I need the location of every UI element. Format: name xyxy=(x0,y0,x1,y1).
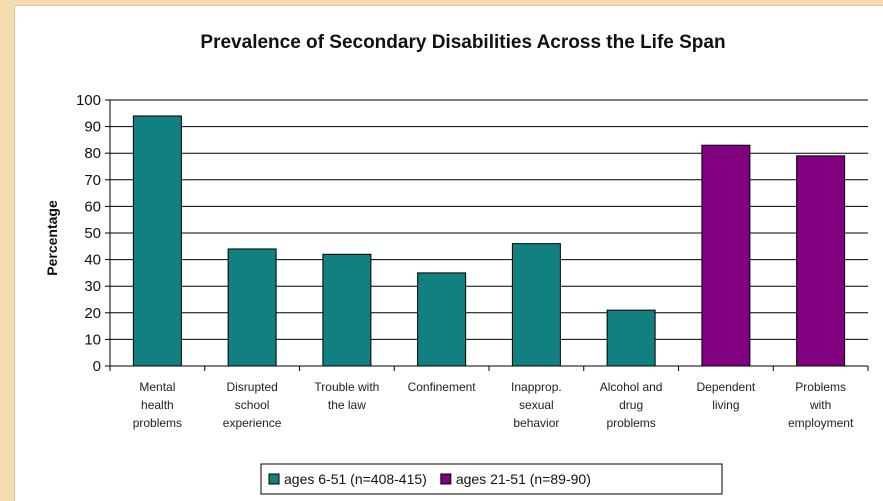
y-tick-label: 100 xyxy=(76,92,101,109)
y-tick-label: 90 xyxy=(84,119,101,136)
x-tick-label: Confinement xyxy=(408,380,477,394)
y-tick-label: 0 xyxy=(93,358,101,375)
x-tick-label: Disrupted school experience xyxy=(223,380,282,430)
legend-label: ages 6-51 (n=408-415) xyxy=(284,471,427,487)
bar xyxy=(796,155,846,367)
bar xyxy=(511,243,561,367)
x-tick-label: Dependent living xyxy=(697,380,756,412)
y-tick-label: 80 xyxy=(84,145,101,162)
gridlines xyxy=(110,99,868,366)
chart-title: Prevalence of Secondary Disabilities Acr… xyxy=(200,32,725,53)
x-tick-label: Problems with employment xyxy=(788,380,854,430)
x-tick-label: Trouble with the law xyxy=(314,380,379,412)
y-tick-label: 50 xyxy=(84,225,101,242)
bar xyxy=(701,144,751,367)
x-tick-label: Inapprop. sexual behavior xyxy=(511,380,562,430)
y-tick-label: 10 xyxy=(84,331,101,348)
legend-box xyxy=(260,463,723,495)
category-labels: Mental health problems Disrupted school exper… xyxy=(133,380,854,430)
y-tick-label: 20 xyxy=(84,305,101,322)
bars xyxy=(132,115,846,367)
bar xyxy=(322,253,372,367)
x-tick-label: Mental health problems xyxy=(133,380,182,430)
y-axis-label: Percentage xyxy=(44,200,60,276)
bar xyxy=(227,248,277,367)
axes xyxy=(105,99,869,371)
y-tick-labels: 0 10 20 30 40 50 60 70 80 90 100 xyxy=(76,92,101,375)
chart-panel: Prevalence of Secondary Disabilities Acr… xyxy=(14,5,883,501)
y-tick-label: 70 xyxy=(84,172,101,189)
legend-swatch xyxy=(440,473,452,485)
bar xyxy=(132,115,182,367)
x-tick-label: Alcohol and drug problems xyxy=(600,380,663,430)
y-tick-label: 60 xyxy=(84,198,101,215)
legend: ages 6-51 (n=408-415) ages 21-51 (n=89-90… xyxy=(260,463,723,495)
bar xyxy=(417,272,467,367)
legend-label: ages 21-51 (n=89-90) xyxy=(456,471,591,487)
bar xyxy=(606,309,656,367)
y-tick-label: 30 xyxy=(84,278,101,295)
y-tick-label: 40 xyxy=(84,252,101,269)
legend-swatch xyxy=(268,473,280,485)
bar-chart: Prevalence of Secondary Disabilities Acr… xyxy=(44,32,869,495)
